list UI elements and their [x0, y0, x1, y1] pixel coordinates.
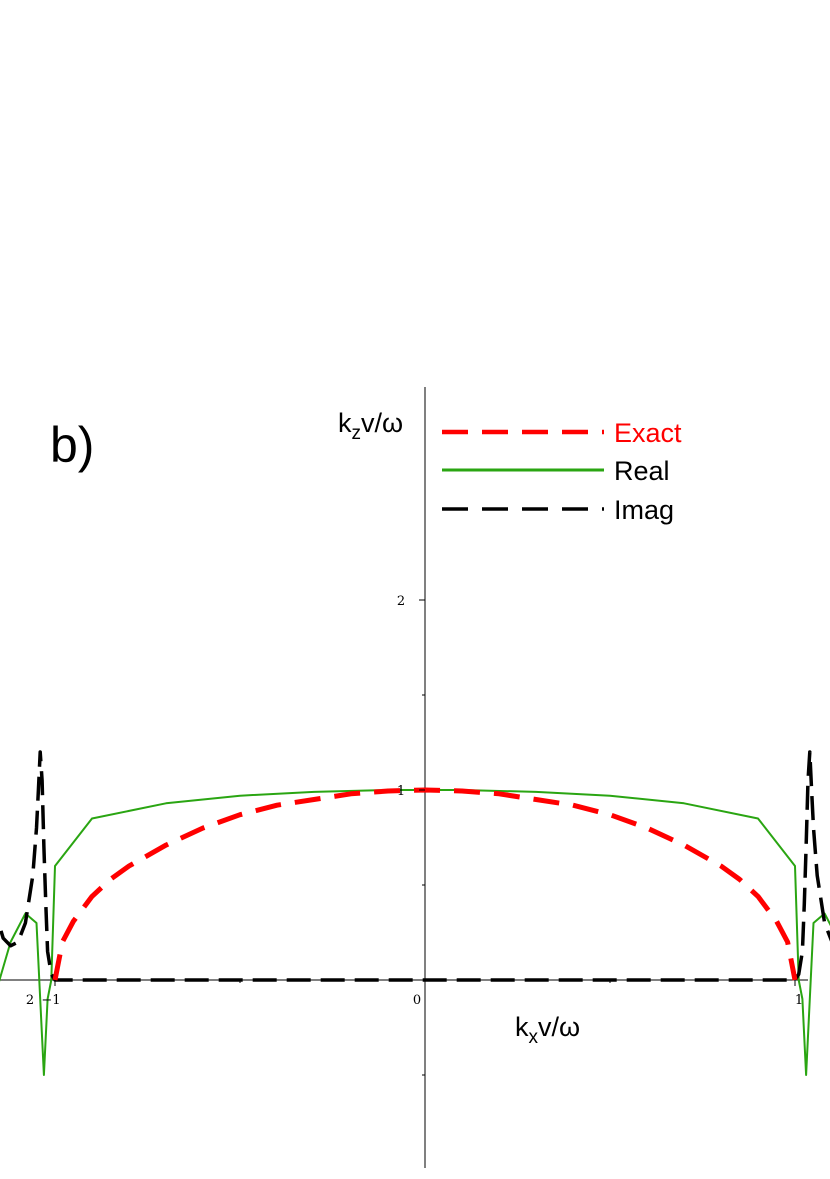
x-axis-title-rest: v/ω: [538, 1012, 580, 1042]
legend-label-imag: Imag: [614, 495, 674, 525]
x-tick-label-edge: 2: [26, 993, 34, 1008]
y-axis-title-rest: v/ω: [361, 408, 403, 438]
series-layer: [0, 750, 830, 1076]
x-axis-title: kxv/ω: [515, 1012, 580, 1048]
legend-label-exact: Exact: [614, 418, 682, 448]
x-tick-label: −1: [41, 993, 60, 1008]
x-tick-label: 1: [795, 993, 803, 1008]
y-tick-label: 2: [397, 594, 405, 609]
tick-labels: −2−1012221: [26, 594, 803, 1076]
panel-label: b): [50, 417, 94, 473]
y-axis-title-sub: z: [352, 423, 362, 444]
axes: [0, 387, 808, 1168]
y-axis-title-base: k: [338, 408, 352, 438]
y-axis-title: kzv/ω: [338, 408, 403, 444]
series-imag-line: [0, 750, 830, 982]
x-axis-title-sub: x: [529, 1027, 539, 1048]
x-tick-label: 0: [413, 993, 421, 1008]
y-tick-label: 1: [397, 784, 405, 799]
x-axis-title-base: k: [515, 1012, 529, 1042]
legend: Exact Real Imag: [442, 418, 682, 525]
legend-label-real: Real: [614, 456, 670, 486]
series-real-line: [0, 789, 830, 1076]
